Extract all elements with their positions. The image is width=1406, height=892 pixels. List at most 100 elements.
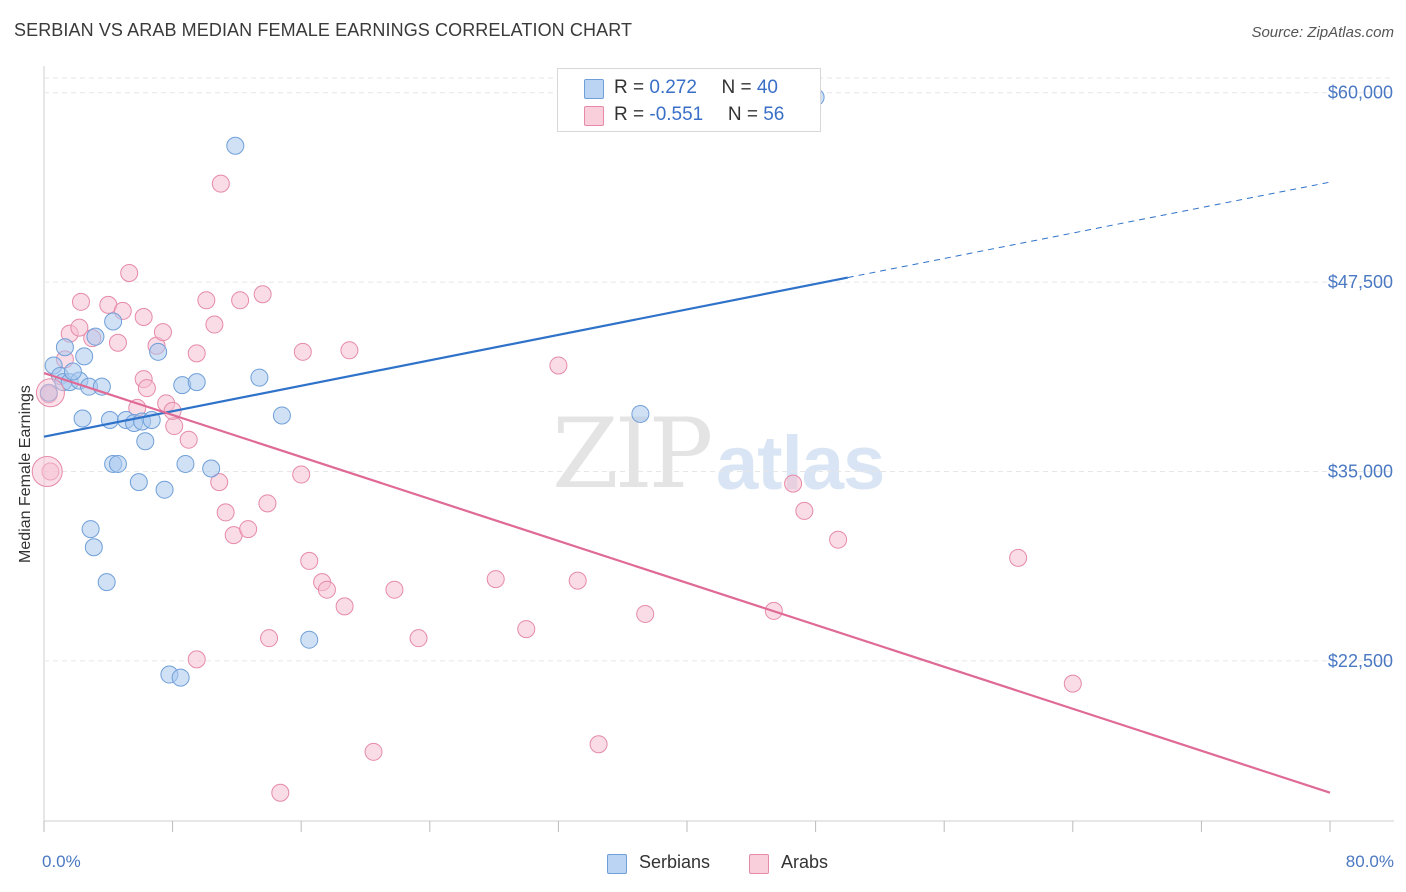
serbian-point [73,409,92,428]
legend-n-value-serbians: 40 [756,77,778,98]
arab-point [364,742,383,761]
arab-point [1009,548,1028,567]
chart-source: Source: ZipAtlas.com [1251,24,1394,41]
serbian-point [155,480,174,499]
serbian-point [202,459,221,478]
serbian-point [136,432,155,451]
arab-point [165,417,184,436]
legend-n-value-arabs: 56 [763,104,785,125]
arabs-legend-swatch [749,854,769,874]
serbians-swatch [584,79,604,99]
serbian-point [176,454,195,473]
arab-point [239,520,258,539]
serbian-point [631,404,650,423]
legend-n-label: N = [727,104,764,125]
x-tick-label-min: 0.0% [42,852,81,871]
serbian-point [100,411,119,429]
arab-point [70,318,89,337]
arab-point [317,580,336,599]
y-axis-label: Median Female Earnings [17,385,34,563]
serbians-legend-label: Serbians [639,852,711,872]
legend-serbians-text: R = 0.272 N = 40 [614,77,778,99]
legend-row-serbians: R = 0.272 N = 40 [558,75,820,101]
legend-r-label: R = [614,77,650,98]
chart-title: SERBIAN VS ARAB MEDIAN FEMALE EARNINGS C… [14,20,633,40]
arab-point [179,430,198,449]
serbian-point [81,520,100,539]
arab-point [187,650,206,669]
arab-point [486,570,505,589]
arab-point [589,735,608,754]
arab-point [292,465,311,484]
serbian-point [39,383,58,402]
correlation-legend: R = 0.272 N = 40 R = -0.551 N = 56 [557,68,821,132]
arab-point [211,174,230,193]
arab-point [120,264,139,283]
serbian-point [129,473,148,492]
arab-point [795,501,814,520]
arab-point [1063,674,1082,693]
arab-point [187,344,206,363]
y-tick-label: $22,500 [1328,651,1393,671]
arab-point [134,307,153,326]
serbians-trend-extension [847,181,1331,279]
serbian-point [55,338,74,357]
arab-point [210,473,229,492]
serbian-point [187,373,206,392]
arab-point [137,379,156,398]
serbians-legend-swatch [607,854,627,874]
arab-point [108,333,127,352]
arab-point [216,503,235,522]
legend-r-value-serbians: 0.272 [649,77,697,98]
arabs-swatch [584,106,604,126]
arab-point [271,783,290,802]
serbian-point [173,376,192,395]
bottom-legend-serbians: Serbians [607,852,727,876]
serbian-point [250,368,269,387]
arab-point [153,323,172,342]
legend-n-label: N = [721,77,757,98]
y-tick-label: $35,000 [1328,462,1393,482]
legend-row-arabs: R = -0.551 N = 56 [558,102,820,128]
serbian-point [300,630,319,649]
arab-point [231,291,250,310]
arab-point [829,530,848,549]
legend-r-value-arabs: -0.551 [649,104,704,125]
arab-point [340,341,359,360]
arab-point [293,342,312,361]
serbians-trend-line [43,276,848,438]
serbian-point [272,406,291,425]
y-tick-label: $60,000 [1328,83,1393,103]
serbian-point [86,327,105,346]
arab-point-large [31,456,63,488]
legend-r-label: R = [614,104,650,125]
serbian-point [171,668,190,687]
serbian-point [108,454,127,473]
arab-point [335,597,354,616]
serbian-point [84,538,103,557]
arab-point [300,551,319,570]
arabs-trend-line [43,371,1331,794]
legend-arabs-text: R = -0.551 N = 56 [614,104,784,126]
arab-point [385,580,404,599]
arab-point [71,292,90,311]
y-tick-label: $47,500 [1328,272,1393,292]
arab-point [517,620,536,639]
arab-point [409,629,428,648]
arab-point [636,604,655,623]
bottom-legend-arabs: Arabs [749,852,849,876]
serbian-point [226,136,245,155]
serbian-point [75,347,94,366]
arab-point-large [35,378,65,408]
y-axis-label-container: Median Female Earnings [16,200,42,760]
arab-point [568,571,587,590]
serbian-point [149,342,168,361]
arabs-legend-label: Arabs [781,852,829,872]
arab-point [260,629,279,648]
arab-point [258,494,277,513]
serbian-point [63,362,82,381]
arab-point [253,285,272,304]
serbian-point [97,573,116,592]
x-tick-label-max: 80.0% [1345,852,1394,871]
